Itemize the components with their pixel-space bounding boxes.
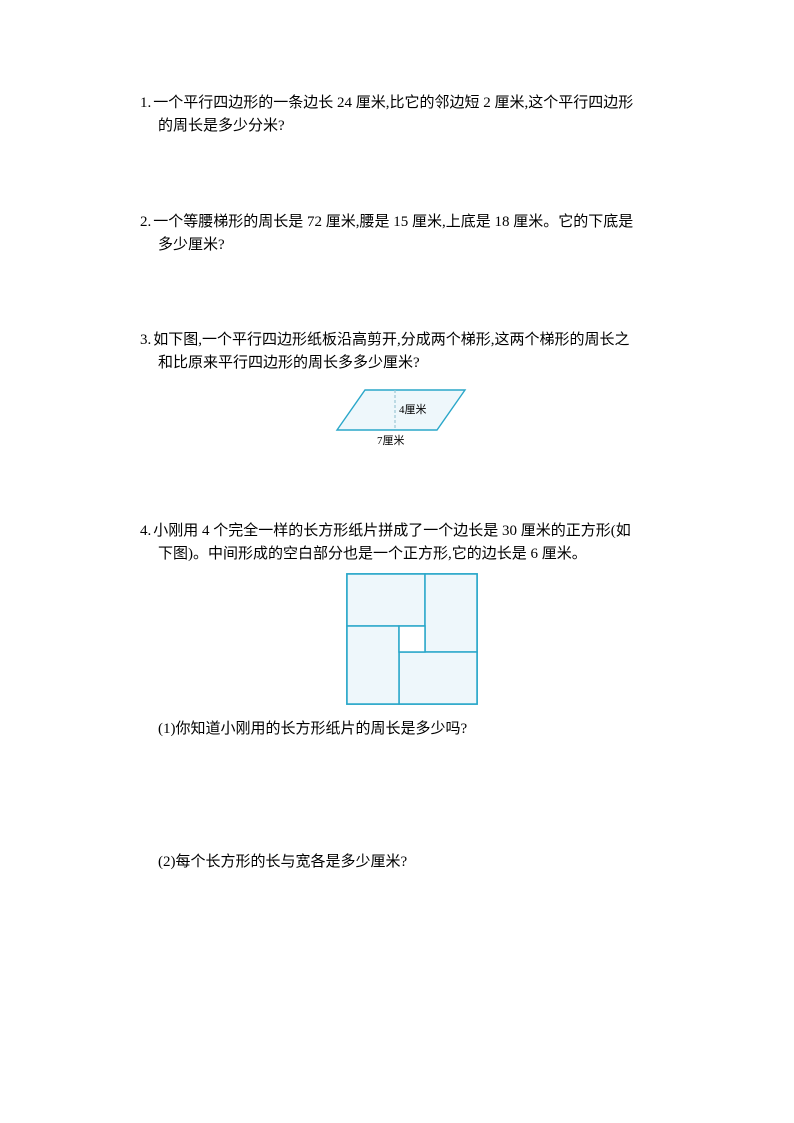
subquestion-2: (2)每个长方形的长与宽各是多少厘米?	[158, 851, 684, 874]
figure-3-wrap: 4厘米 7厘米	[140, 382, 684, 452]
problem-1: 1. 一个平行四边形的一条边长 24 厘米,比它的邻边短 2 厘米,这个平行四边…	[140, 92, 684, 139]
pinwheel-square-figure	[345, 572, 479, 706]
problem-number: 2.	[140, 211, 151, 234]
problem-4: 4. 小刚用 4 个完全一样的长方形纸片拼成了一个边长是 30 厘米的正方形(如…	[140, 520, 684, 875]
page-content: 1. 一个平行四边形的一条边长 24 厘米,比它的邻边短 2 厘米,这个平行四边…	[0, 0, 794, 875]
problem-text-line: 如下图,一个平行四边形纸板沿高剪开,分成两个梯形,这两个梯形的周长之	[153, 329, 629, 352]
problem-text-line: 的周长是多少分米?	[158, 115, 684, 138]
svg-text:7厘米: 7厘米	[377, 434, 405, 447]
problem-text-line: 小刚用 4 个完全一样的长方形纸片拼成了一个边长是 30 厘米的正方形(如	[153, 520, 631, 543]
svg-text:4厘米: 4厘米	[399, 403, 427, 416]
subquestion-1: (1)你知道小刚用的长方形纸片的周长是多少吗?	[158, 718, 684, 741]
problem-text-line: 多少厘米?	[158, 234, 684, 257]
problem-text-line: 一个等腰梯形的周长是 72 厘米,腰是 15 厘米,上底是 18 厘米。它的下底…	[153, 211, 633, 234]
problem-2: 2. 一个等腰梯形的周长是 72 厘米,腰是 15 厘米,上底是 18 厘米。它…	[140, 211, 684, 258]
problem-number: 3.	[140, 329, 151, 352]
problem-number: 1.	[140, 92, 151, 115]
problem-number: 4.	[140, 520, 151, 543]
problem-text-line: 一个平行四边形的一条边长 24 厘米,比它的邻边短 2 厘米,这个平行四边形	[153, 92, 633, 115]
problem-text-line: 和比原来平行四边形的周长多多少厘米?	[158, 352, 684, 375]
problem-text-line: 下图)。中间形成的空白部分也是一个正方形,它的边长是 6 厘米。	[158, 543, 684, 566]
parallelogram-figure: 4厘米 7厘米	[327, 382, 497, 452]
figure-4-wrap	[140, 572, 684, 706]
problem-3: 3. 如下图,一个平行四边形纸板沿高剪开,分成两个梯形,这两个梯形的周长之 和比…	[140, 329, 684, 452]
